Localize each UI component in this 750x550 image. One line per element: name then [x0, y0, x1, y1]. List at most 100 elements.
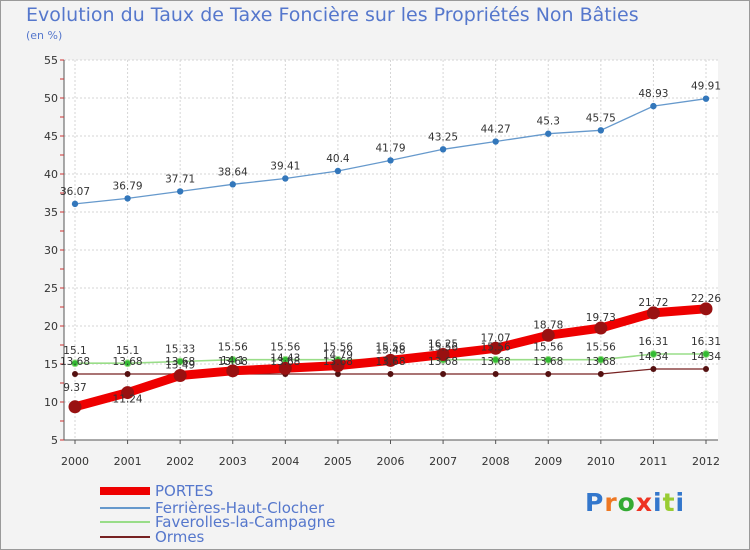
data-label: 15.56 — [375, 342, 405, 354]
data-label: 15.1 — [63, 345, 86, 357]
data-point — [650, 102, 657, 110]
data-label: 45.3 — [537, 116, 560, 128]
y-tick-label: 15 — [44, 358, 58, 371]
data-label: 14.1 — [221, 355, 244, 367]
y-tick-label: 20 — [44, 320, 58, 333]
data-point — [702, 350, 710, 358]
data-point — [597, 371, 604, 378]
data-label: 43.25 — [428, 131, 458, 143]
data-point — [594, 321, 608, 335]
data-point — [121, 386, 135, 400]
data-point — [650, 366, 657, 373]
data-label: 39.41 — [270, 160, 300, 172]
data-label: 15.33 — [165, 343, 195, 355]
y-tick-label: 5 — [51, 434, 58, 447]
data-point — [176, 357, 185, 366]
data-point — [176, 188, 184, 195]
data-point — [596, 355, 605, 364]
logo-letter: r — [604, 488, 618, 517]
data-label: 15.1 — [116, 345, 139, 357]
data-label: 14.43 — [270, 352, 300, 364]
data-label: 22.26 — [691, 293, 721, 305]
data-point — [440, 371, 447, 378]
logo-letter: i — [653, 488, 663, 517]
x-tick-label: 2008 — [482, 455, 510, 468]
data-point — [71, 359, 79, 368]
data-point — [331, 359, 345, 373]
y-tick-label: 50 — [44, 92, 58, 105]
y-tick-label: 10 — [44, 396, 58, 409]
data-point — [282, 175, 289, 182]
data-point — [439, 146, 447, 153]
data-point — [123, 359, 132, 368]
data-label: 15.56 — [586, 342, 616, 354]
data-label: 36.79 — [113, 180, 143, 192]
data-label: 48.93 — [638, 88, 668, 100]
data-point — [384, 353, 397, 367]
chart-title: Evolution du Taux de Taxe Foncière sur l… — [26, 4, 639, 26]
data-point — [699, 302, 713, 316]
data-label: 15.48 — [375, 344, 405, 356]
data-label: 38.64 — [218, 166, 248, 178]
data-label: 21.72 — [638, 297, 668, 309]
data-label: 13.68 — [481, 356, 511, 368]
data-label: 13.68 — [428, 356, 458, 368]
x-tick-label: 2010 — [587, 455, 615, 468]
logo-letter: P — [585, 488, 605, 517]
data-point — [545, 371, 552, 378]
x-tick-label: 2006 — [377, 455, 405, 468]
data-point — [489, 341, 503, 355]
y-tick-label: 25 — [44, 282, 58, 295]
proxiti-logo: Proxiti — [585, 488, 685, 517]
data-label: 17.07 — [481, 332, 511, 344]
data-label: 37.71 — [165, 173, 195, 185]
data-label: 18.78 — [533, 319, 563, 331]
data-label: 16.25 — [428, 339, 458, 351]
x-tick-label: 2001 — [114, 455, 142, 468]
data-point — [68, 400, 82, 414]
data-label: 49.91 — [691, 81, 721, 93]
data-point — [278, 361, 292, 375]
data-point — [226, 364, 240, 378]
data-label: 13.68 — [533, 356, 563, 368]
data-point — [387, 157, 394, 164]
x-tick-label: 2000 — [61, 455, 89, 468]
data-point — [492, 371, 499, 378]
y-tick-label: 30 — [44, 244, 58, 257]
data-label: 36.07 — [60, 186, 90, 198]
data-point — [491, 355, 500, 364]
x-tick-label: 2005 — [324, 455, 352, 468]
logo-letter: x — [635, 488, 653, 517]
data-point — [703, 366, 709, 373]
logo-letter: o — [617, 488, 636, 517]
x-tick-label: 2011 — [639, 455, 667, 468]
data-point — [387, 371, 394, 378]
logo-letter: i — [675, 488, 686, 517]
data-point — [229, 181, 236, 188]
y-tick-label: 55 — [44, 54, 58, 67]
data-point — [597, 127, 605, 134]
chart-subtitle: (en %) — [26, 29, 63, 42]
data-label: 19.73 — [586, 312, 616, 324]
data-label: 44.27 — [481, 124, 511, 136]
data-point — [72, 371, 78, 378]
data-point — [541, 328, 555, 342]
data-point — [124, 371, 131, 378]
data-label: 14.34 — [691, 351, 721, 363]
data-label: 11.24 — [113, 394, 143, 406]
data-label: 13.68 — [165, 356, 195, 368]
legend-label: Ormes — [155, 528, 205, 546]
data-point — [702, 95, 710, 102]
data-point — [228, 355, 237, 364]
data-label: 15.56 — [270, 342, 300, 354]
data-label: 15.56 — [481, 342, 511, 354]
data-point — [173, 368, 187, 382]
y-tick-label: 40 — [44, 168, 58, 181]
legend-label: Ferrières-Haut-Clocher — [155, 499, 325, 517]
data-point — [544, 355, 553, 364]
data-point — [649, 350, 658, 358]
y-tick-label: 45 — [44, 130, 58, 143]
data-label: 15.56 — [428, 342, 458, 354]
x-tick-label: 2012 — [692, 455, 720, 468]
